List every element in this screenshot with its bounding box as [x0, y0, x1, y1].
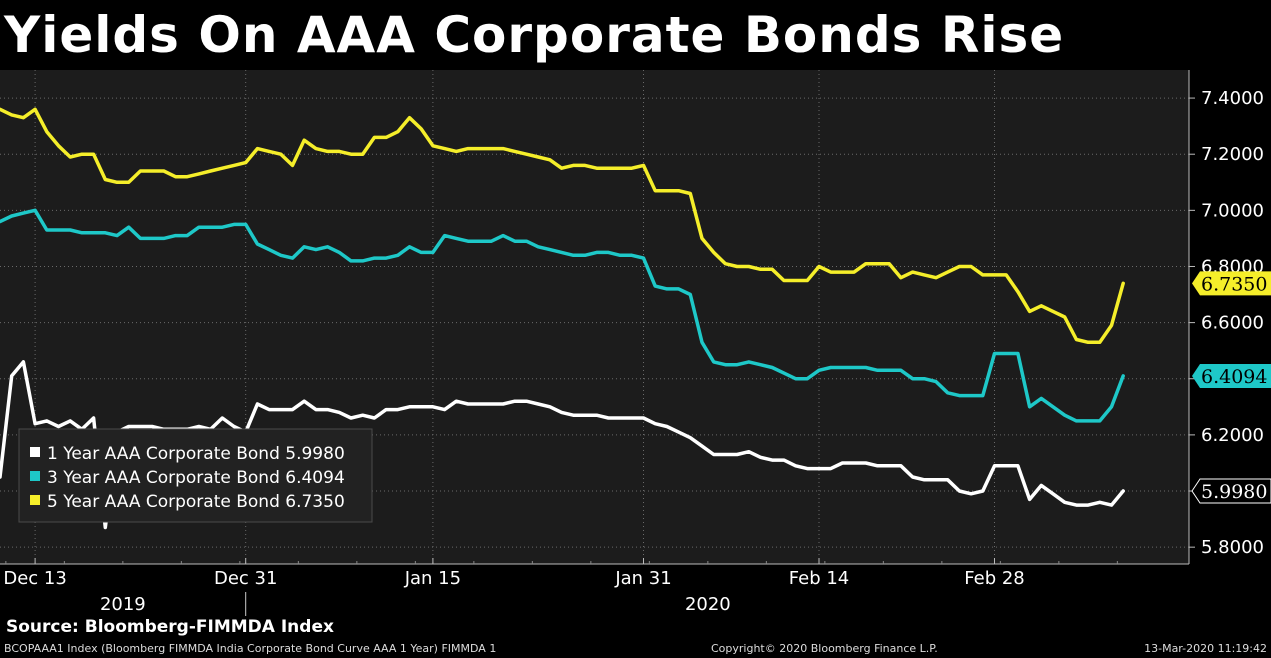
footer-copyright: Copyright© 2020 Bloomberg Finance L.P.: [711, 642, 938, 655]
series-line-1[interactable]: [0, 208, 1125, 423]
year-label: 2019: [100, 594, 146, 615]
x-tick-label: Dec 31: [214, 568, 277, 589]
flag-shape: [1191, 478, 1271, 504]
y-tick-label: 7.4000: [1201, 88, 1264, 109]
x-tick-label: Jan 15: [404, 568, 461, 589]
x-tick-label: Feb 28: [964, 568, 1025, 589]
legend-swatch-5y: [30, 495, 40, 505]
last-value-flag-0: 5.9980: [1191, 478, 1271, 504]
footer-bar: BCOPAAA1 Index (Bloomberg FIMMDA India C…: [0, 640, 1271, 658]
legend-label-1y: 1 Year AAA Corporate Bond 5.9980: [47, 444, 345, 464]
flag-shape: [1192, 363, 1271, 388]
chart-title: Yields On AAA Corporate Bonds Rise: [4, 6, 1065, 64]
legend-box: [18, 428, 373, 523]
flag-value: 6.7350: [1201, 273, 1267, 295]
footer-timestamp: 13-Mar-2020 11:19:42: [1144, 642, 1267, 655]
legend-swatch-1y: [30, 447, 40, 457]
year-label: 2020: [685, 594, 731, 615]
legend[interactable]: 1 Year AAA Corporate Bond 5.9980 3 Year …: [18, 428, 373, 523]
x-tick-label: Feb 14: [789, 568, 850, 589]
last-value-flag-2: 6.7350: [1192, 271, 1271, 296]
y-tick-label: 6.2000: [1201, 425, 1264, 446]
series-line-2[interactable]: [0, 107, 1125, 345]
legend-swatch-3y: [30, 471, 40, 481]
y-tick-label: 6.6000: [1201, 313, 1264, 334]
y-tick-label: 5.8000: [1201, 537, 1264, 558]
last-value-flags: 5.9980 6.4094 6.7350: [1191, 271, 1271, 504]
x-tick-label: Dec 13: [3, 568, 66, 589]
last-value-flag-1: 6.4094: [1192, 363, 1271, 388]
flag-shape: [1192, 271, 1271, 296]
y-tick-label: 7.0000: [1201, 200, 1264, 221]
legend-label-5y: 5 Year AAA Corporate Bond 6.7350: [47, 492, 345, 512]
footer-index-info: BCOPAAA1 Index (Bloomberg FIMMDA India C…: [4, 642, 497, 655]
y-tick-label: 7.2000: [1201, 144, 1264, 165]
source-note: Source: Bloomberg-FIMMDA Index: [6, 617, 334, 637]
flag-value: 6.4094: [1201, 366, 1267, 388]
flag-value: 5.9980: [1201, 481, 1267, 503]
legend-label-3y: 3 Year AAA Corporate Bond 6.4094: [47, 468, 345, 488]
line-chart: Dec 13 Dec 31 Jan 15 Jan 31 Feb 14 Feb 28 2019…: [0, 70, 1271, 616]
x-axis: Dec 13 Dec 31 Jan 15 Jan 31 Feb 14 Feb 28 2019…: [0, 558, 1189, 616]
x-tick-label: Jan 31: [614, 568, 671, 589]
